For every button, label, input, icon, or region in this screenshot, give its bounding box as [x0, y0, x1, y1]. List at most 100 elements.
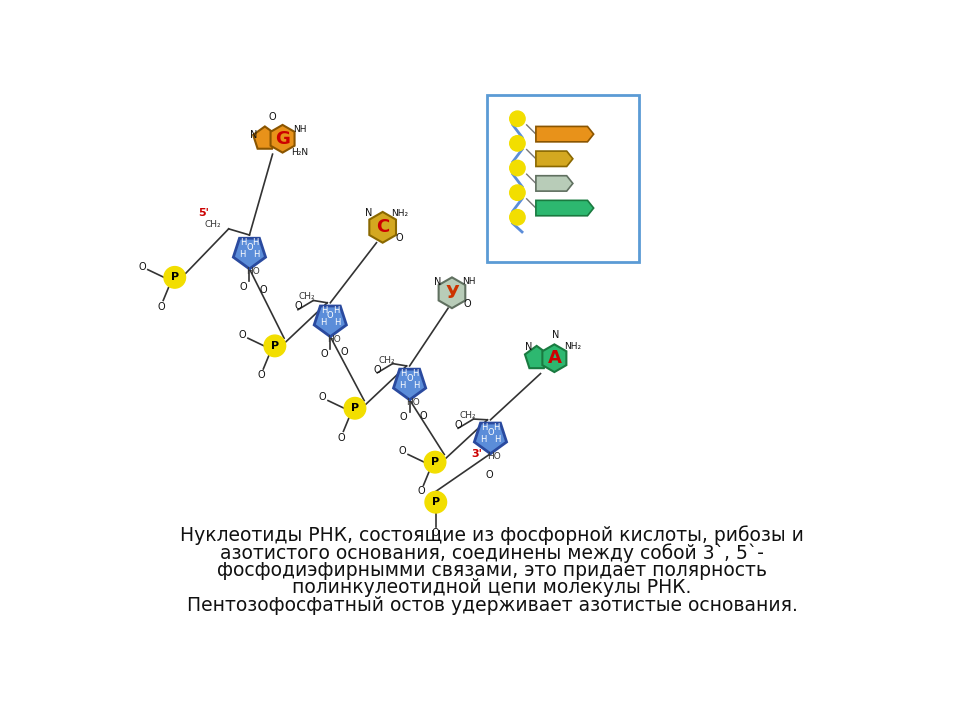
Text: G: G — [557, 127, 569, 142]
Text: N: N — [435, 277, 442, 287]
Text: H: H — [334, 318, 341, 326]
Text: H: H — [413, 369, 419, 378]
Text: O: O — [239, 330, 247, 340]
Polygon shape — [536, 127, 593, 142]
Circle shape — [510, 111, 525, 127]
Text: 5': 5' — [502, 102, 513, 112]
Text: P: P — [514, 138, 521, 148]
Text: У: У — [547, 176, 559, 191]
Text: O: O — [138, 261, 146, 271]
Polygon shape — [536, 151, 573, 166]
Text: N: N — [365, 209, 372, 218]
Text: H: H — [494, 435, 500, 444]
Text: Пентозофосфатный остов удерживает азотистые основания.: Пентозофосфатный остов удерживает азотис… — [186, 596, 798, 615]
Text: O: O — [420, 411, 427, 421]
Circle shape — [510, 185, 525, 200]
Text: N: N — [525, 342, 533, 351]
Text: O: O — [396, 233, 403, 243]
Text: O: O — [398, 446, 406, 456]
Polygon shape — [525, 346, 548, 368]
Text: 3': 3' — [471, 449, 482, 459]
Text: NH: NH — [462, 277, 475, 287]
Text: H: H — [493, 423, 500, 432]
Polygon shape — [271, 125, 295, 153]
Text: HO: HO — [247, 267, 260, 276]
Text: 5': 5' — [198, 209, 208, 218]
Text: O: O — [269, 112, 276, 122]
Circle shape — [264, 335, 286, 356]
Text: NH₂: NH₂ — [564, 342, 582, 351]
Polygon shape — [536, 176, 573, 191]
Circle shape — [510, 161, 525, 176]
Text: G: G — [276, 130, 290, 148]
Text: H: H — [253, 250, 259, 258]
Text: O: O — [432, 528, 440, 538]
Text: H: H — [399, 381, 406, 390]
Text: H: H — [321, 306, 327, 315]
Circle shape — [164, 266, 185, 288]
Text: O: O — [487, 428, 493, 436]
Polygon shape — [253, 127, 276, 149]
Circle shape — [510, 135, 525, 151]
Text: O: O — [406, 374, 413, 383]
Text: O: O — [485, 470, 492, 480]
Text: HO: HO — [407, 398, 420, 408]
Text: H₂N: H₂N — [291, 148, 308, 157]
Text: C: C — [376, 218, 390, 236]
Text: CH₂: CH₂ — [299, 292, 316, 301]
Text: O: O — [341, 347, 348, 357]
Text: P: P — [350, 403, 359, 413]
Text: HO: HO — [488, 452, 501, 462]
Text: полинкулеотидной цепи молекулы РНК.: полинкулеотидной цепи молекулы РНК. — [292, 578, 692, 598]
Text: HO: HO — [327, 336, 341, 344]
Text: H: H — [481, 423, 488, 432]
Text: H: H — [480, 435, 487, 444]
Polygon shape — [474, 423, 507, 454]
Text: O: O — [239, 282, 247, 292]
Text: NH: NH — [293, 125, 306, 134]
Text: фосфодиэфирнымми связами, это придает полярность: фосфодиэфирнымми связами, это придает по… — [217, 561, 767, 580]
Text: Нуклеотиды РНК, состоящие из фосфорной кислоты, рибозы и: Нуклеотиды РНК, состоящие из фосфорной к… — [180, 526, 804, 545]
Text: P: P — [514, 163, 521, 173]
Text: P: P — [514, 114, 521, 124]
Polygon shape — [394, 369, 425, 400]
Text: CH₂: CH₂ — [378, 356, 395, 365]
Text: P: P — [432, 498, 440, 507]
Circle shape — [510, 210, 525, 225]
Text: NH₂: NH₂ — [391, 209, 408, 218]
Text: N: N — [552, 330, 560, 340]
Polygon shape — [542, 344, 566, 372]
Text: N: N — [250, 130, 257, 140]
Text: A: A — [547, 349, 562, 367]
Text: O: O — [321, 349, 328, 359]
Polygon shape — [233, 238, 266, 269]
Text: O: O — [373, 365, 381, 374]
Text: 3': 3' — [502, 244, 513, 254]
Text: O: O — [337, 433, 345, 443]
Text: CH₂: CH₂ — [204, 220, 222, 230]
Text: O: O — [157, 302, 165, 312]
Polygon shape — [370, 212, 396, 243]
Text: C: C — [547, 151, 559, 166]
Text: A: A — [558, 201, 569, 215]
Circle shape — [425, 492, 446, 513]
Polygon shape — [536, 200, 593, 216]
Polygon shape — [314, 306, 347, 337]
Text: H: H — [321, 318, 326, 326]
Text: H: H — [240, 238, 247, 247]
Text: O: O — [294, 301, 301, 311]
Text: H: H — [239, 250, 246, 258]
Text: У: У — [445, 284, 459, 302]
Text: H: H — [400, 369, 407, 378]
Text: азотистого основания, соединены между собой 3`, 5`-: азотистого основания, соединены между со… — [220, 543, 764, 563]
Text: O: O — [257, 370, 265, 380]
Text: O: O — [319, 392, 326, 402]
Text: P: P — [431, 457, 439, 467]
Text: P: P — [271, 341, 279, 351]
Text: O: O — [259, 285, 267, 295]
Text: O: O — [454, 420, 462, 430]
Text: O: O — [399, 413, 407, 423]
Text: P: P — [514, 188, 521, 198]
Text: P: P — [171, 272, 179, 282]
Circle shape — [424, 451, 445, 473]
